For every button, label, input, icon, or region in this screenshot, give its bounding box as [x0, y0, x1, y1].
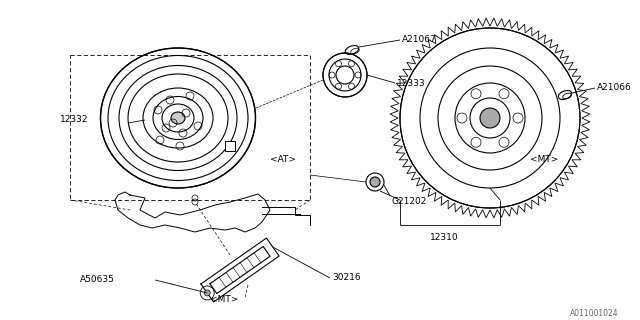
Text: A21066: A21066 [597, 84, 632, 92]
Circle shape [400, 28, 580, 208]
Circle shape [204, 290, 210, 296]
Text: 12333: 12333 [397, 78, 426, 87]
Ellipse shape [100, 48, 255, 188]
Text: 12332: 12332 [60, 116, 88, 124]
Text: <AT>: <AT> [270, 156, 296, 164]
Text: <MT>: <MT> [530, 156, 558, 164]
Circle shape [370, 177, 380, 187]
Text: <MT>: <MT> [210, 295, 238, 305]
Text: A011001024: A011001024 [570, 308, 619, 317]
Bar [225, 141, 235, 151]
Text: 12310: 12310 [430, 234, 459, 243]
Text: A21067: A21067 [402, 36, 436, 44]
Circle shape [480, 108, 500, 128]
Text: G21202: G21202 [392, 197, 428, 206]
Text: 30216: 30216 [332, 274, 360, 283]
Text: A50635: A50635 [80, 276, 115, 284]
Circle shape [323, 53, 367, 97]
Ellipse shape [171, 112, 185, 124]
